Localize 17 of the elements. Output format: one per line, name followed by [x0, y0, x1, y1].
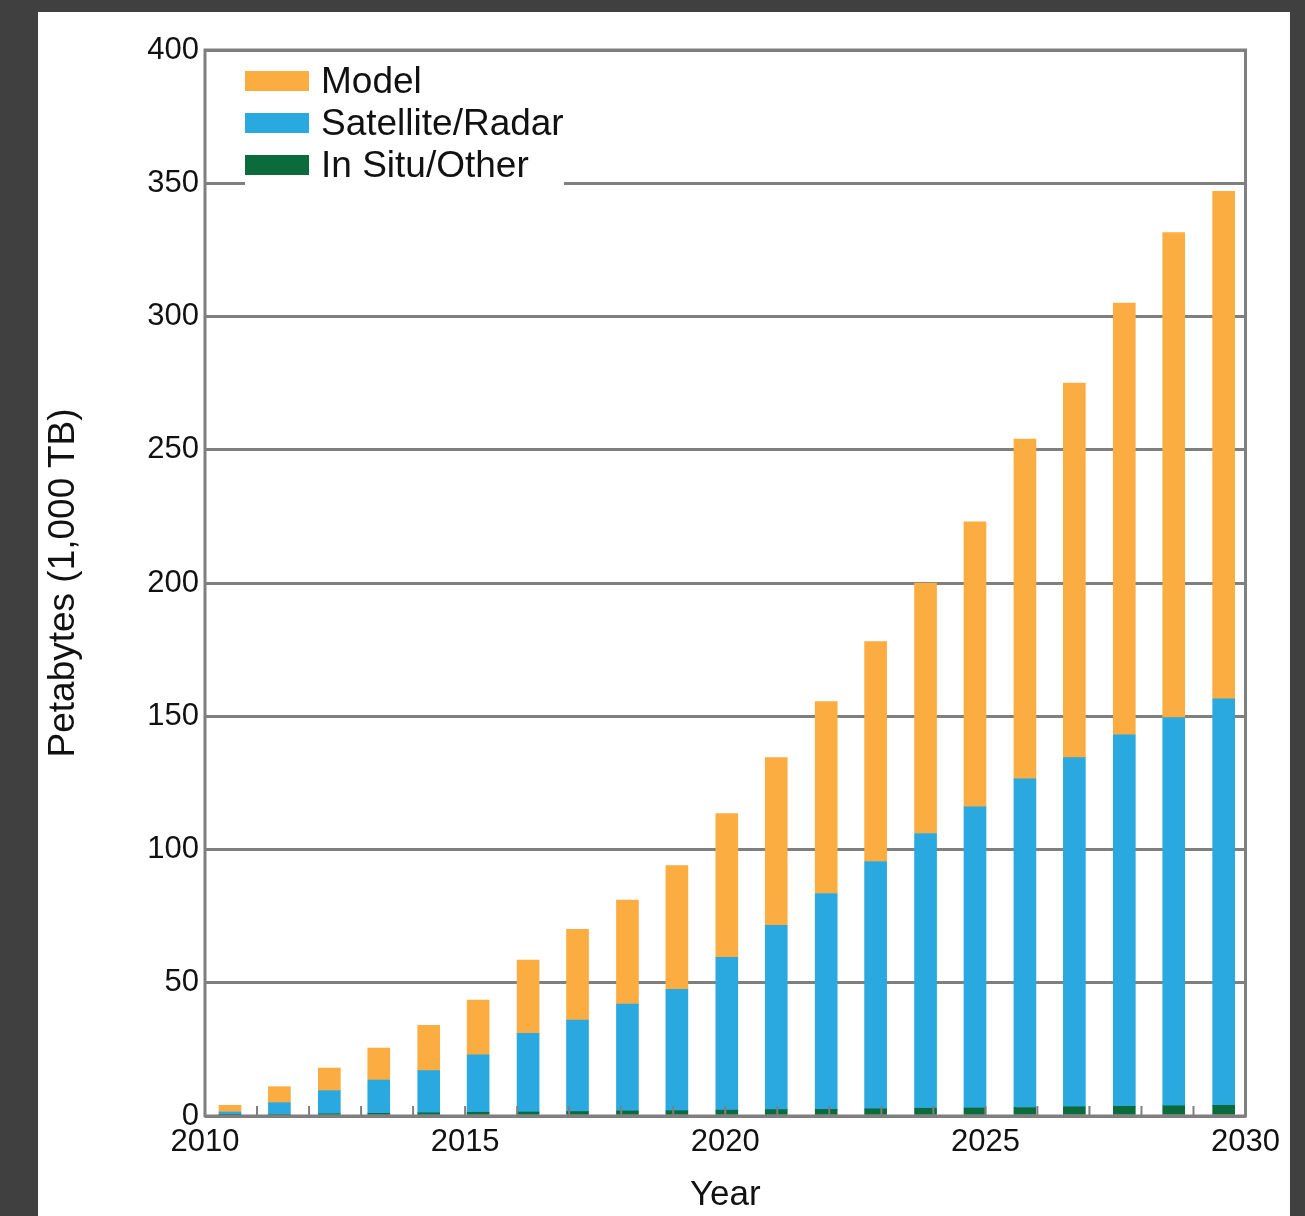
y-tick-label: 350: [147, 163, 199, 199]
x-tick-label: 2025: [950, 1123, 1020, 1159]
x-tick-label: 2020: [690, 1123, 760, 1159]
y-tick-label: 250: [147, 430, 199, 466]
y-axis-title: Petabytes (1,000 TB): [41, 408, 83, 758]
y-tick-label: 300: [147, 297, 199, 333]
x-tick-label: 2030: [1211, 1123, 1280, 1159]
legend-label: Satellite/Radar: [321, 102, 564, 144]
legend-label: Model: [321, 60, 422, 102]
x-tick-label: 2015: [430, 1123, 500, 1159]
y-tick-label: 50: [164, 963, 199, 999]
y-tick-label: 200: [147, 563, 199, 599]
y-tick-label: 400: [147, 30, 199, 66]
x-axis-title: Year: [689, 1172, 761, 1212]
y-tick-label: 100: [147, 830, 199, 866]
y-tick-label: 150: [147, 696, 199, 732]
legend-label: In Situ/Other: [321, 144, 529, 186]
